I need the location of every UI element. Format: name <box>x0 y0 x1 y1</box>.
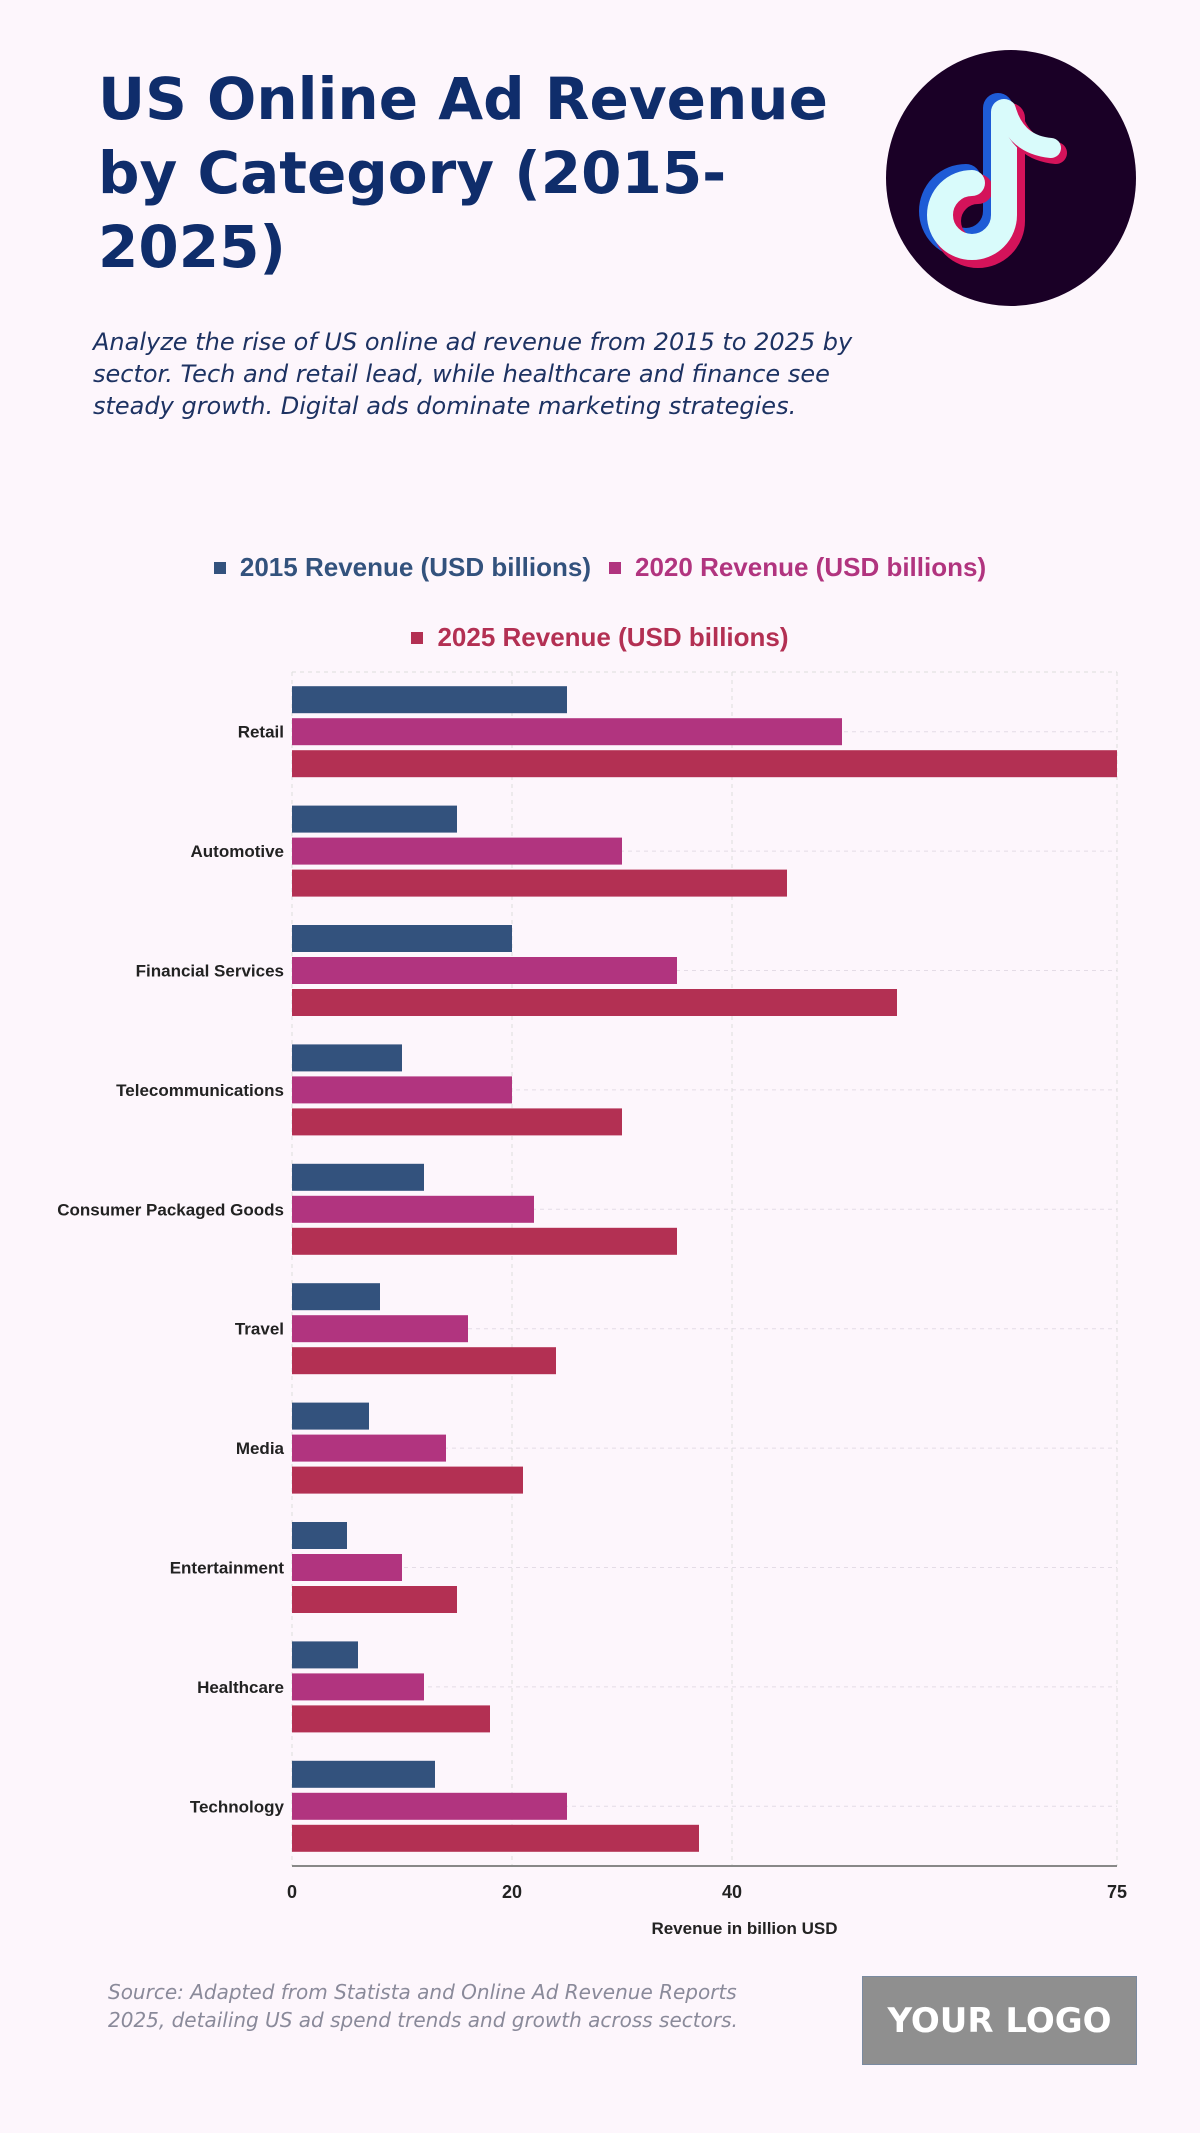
brand-logo: YOUR LOGO <box>862 1976 1137 2065</box>
tiktok-logo-icon <box>886 50 1136 306</box>
bar-chart: 0 20 40 75 Retail Automotive Financial Service… <box>57 671 1127 1938</box>
bar-2015-consumer-packaged-goods <box>292 1163 424 1191</box>
bar-2020-consumer-packaged-goods <box>292 1195 534 1223</box>
legend-swatch <box>609 561 621 574</box>
bar-2020-travel <box>292 1315 468 1343</box>
x-axis-title: Revenue in billion USD <box>651 1919 837 1938</box>
bar-2025-travel <box>292 1347 556 1375</box>
y-category-label: Telecommunications <box>116 1081 284 1100</box>
subtitle: Analyze the rise of US online ad revenue… <box>93 328 853 420</box>
legend-item-2015: 2015 Revenue (USD billions) <box>213 552 591 583</box>
legend-label: 2015 Revenue (USD billions) <box>239 552 591 582</box>
page-title: US Online Ad Revenue by Category (2015-2… <box>98 65 828 281</box>
y-category-label: Retail <box>238 723 284 742</box>
source-note: Source: Adapted from Statista and Online… <box>108 1980 738 2032</box>
legend: 2015 Revenue (USD billions) 2020 Revenue… <box>0 552 1200 583</box>
bar-2025-financial-services <box>292 989 897 1016</box>
bar-2020-retail <box>292 718 842 746</box>
bar-2020-technology <box>292 1792 567 1820</box>
y-category-label: Consumer Packaged Goods <box>57 1200 284 1219</box>
bar-2025-consumer-packaged-goods <box>292 1227 677 1255</box>
bar-2025-technology <box>292 1824 699 1852</box>
bar-2015-financial-services <box>292 925 512 952</box>
bar-2015-automotive <box>292 805 457 833</box>
bar-2025-entertainment <box>292 1586 457 1613</box>
bar-2020-automotive <box>292 837 622 865</box>
bar-2015-travel <box>292 1283 380 1311</box>
legend-swatch <box>213 561 226 574</box>
bar-2015-media <box>292 1402 369 1430</box>
bar-2020-financial-services <box>292 957 677 984</box>
bar-2015-healthcare <box>292 1641 358 1669</box>
legend-label: 2020 Revenue (USD billions) <box>635 552 987 582</box>
legend-label: 2025 Revenue (USD billions) <box>437 622 789 652</box>
bar-2025-automotive <box>292 869 787 897</box>
bar-2015-entertainment <box>292 1522 347 1549</box>
y-category-label: Automotive <box>191 842 285 861</box>
legend-item-2020: 2020 Revenue (USD billions) <box>609 552 986 583</box>
y-category-label: Financial Services <box>136 962 284 981</box>
bar-2020-healthcare <box>292 1673 424 1701</box>
x-tick-label: 0 <box>287 1882 297 1902</box>
bar-2015-retail <box>292 686 567 714</box>
x-tick-label: 40 <box>722 1882 742 1902</box>
bar-2015-telecommunications <box>292 1044 402 1072</box>
y-category-label: Media <box>236 1439 285 1458</box>
legend-item-2025: 2025 Revenue (USD billions) <box>411 622 789 653</box>
y-category-label: Travel <box>235 1320 284 1339</box>
x-tick-label: 75 <box>1107 1882 1127 1902</box>
bar-2020-telecommunications <box>292 1076 512 1104</box>
bar-2020-media <box>292 1434 446 1462</box>
bar-2025-media <box>292 1466 523 1494</box>
x-tick-label: 20 <box>502 1882 522 1902</box>
y-category-label: Healthcare <box>197 1678 284 1697</box>
bar-2025-telecommunications <box>292 1108 622 1136</box>
bar-2025-retail <box>292 750 1117 778</box>
y-category-label: Technology <box>190 1797 285 1816</box>
bar-2020-entertainment <box>292 1554 402 1581</box>
bar-2015-technology <box>292 1760 435 1788</box>
legend-row-2: 2025 Revenue (USD billions) <box>0 622 1200 653</box>
bar-2025-healthcare <box>292 1705 490 1733</box>
y-category-label: Entertainment <box>170 1559 285 1578</box>
legend-swatch <box>411 631 424 644</box>
